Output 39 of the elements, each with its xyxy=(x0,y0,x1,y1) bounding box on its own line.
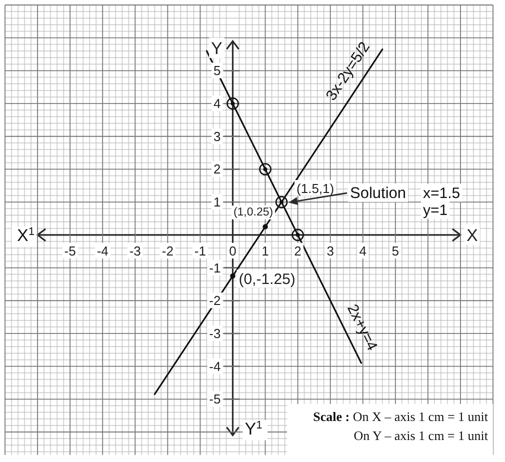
annotation: (0,-1.25) xyxy=(238,270,296,288)
point xyxy=(230,273,236,279)
x-tick-label: 3 xyxy=(326,243,334,258)
annotation: (1,0.25) xyxy=(233,206,274,219)
y-tick-label: 5 xyxy=(214,63,221,78)
annotation: X$^{1}$ xyxy=(17,226,35,245)
annotation: On Y – axis 1 cm = 1 unit xyxy=(354,428,488,443)
x-tick-label: -1 xyxy=(194,243,206,258)
annotation: Solution xyxy=(350,184,406,202)
x-tick-label: 4 xyxy=(359,243,366,258)
y-tick-label: -2 xyxy=(209,293,221,308)
x-tick-label: -2 xyxy=(162,243,174,258)
x-tick-label: -5 xyxy=(64,243,76,258)
annotation: Scale : On X – axis 1 cm = 1 unit xyxy=(313,409,488,424)
point xyxy=(259,163,272,176)
y-tick-label: -3 xyxy=(209,326,221,341)
y-tick-label: 4 xyxy=(214,96,221,112)
y-axis-title: Y xyxy=(211,38,222,58)
y-tick-label: -5 xyxy=(209,392,221,407)
annotation: y=1 xyxy=(423,202,448,218)
annotation: Y$^{1}$ xyxy=(244,419,262,438)
y-tick-label: -4 xyxy=(209,358,221,374)
point xyxy=(292,228,304,242)
point xyxy=(262,224,268,230)
x-tick-label: 1 xyxy=(262,243,269,258)
y-tick-label: -1 xyxy=(209,260,221,276)
x-tick-label: 2 xyxy=(294,243,302,258)
x-tick-label: 5 xyxy=(392,243,400,258)
x-tick-label: 0 xyxy=(229,243,236,258)
x-tick-label: -4 xyxy=(96,243,108,258)
point xyxy=(275,196,288,208)
y-tick-label: 1 xyxy=(214,194,221,210)
annotation: (1.5,1) xyxy=(296,180,334,196)
point xyxy=(226,97,239,110)
y-tick-label: 2 xyxy=(214,162,221,177)
y-tick-label: 3 xyxy=(214,128,221,144)
x-axis-title: X xyxy=(466,225,478,244)
x-tick-label: -3 xyxy=(129,243,141,258)
annotation: x=1.5 xyxy=(423,184,460,202)
